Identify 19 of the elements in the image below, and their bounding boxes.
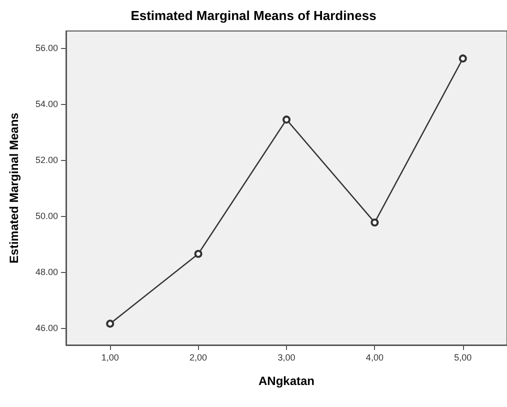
- point: [194, 250, 202, 258]
- point: [370, 218, 379, 226]
- y-tick-label: 48.00: [35, 267, 58, 278]
- y-axis-title: Estimated Marginal Means: [7, 112, 21, 264]
- x-tick-label: 4,00: [366, 352, 384, 362]
- x-tick-label: 5,00: [454, 352, 472, 362]
- x-tick-label: 1,00: [101, 352, 119, 362]
- chart-title: Estimated Marginal Means of Hardiness: [130, 8, 376, 23]
- y-tick-label: 56.00: [35, 42, 58, 53]
- point: [282, 116, 290, 124]
- y-tick-label: 50.00: [35, 211, 58, 222]
- x-tick-label: 2,00: [190, 352, 208, 362]
- point: [458, 54, 467, 62]
- x-tick-label: 3,00: [278, 352, 296, 362]
- point: [106, 320, 114, 328]
- x-axis-title: ANgkatan: [258, 374, 315, 388]
- y-tick-label: 46.00: [35, 323, 58, 334]
- y-tick-label: 52.00: [35, 154, 58, 165]
- y-tick-label: 54.00: [35, 98, 58, 109]
